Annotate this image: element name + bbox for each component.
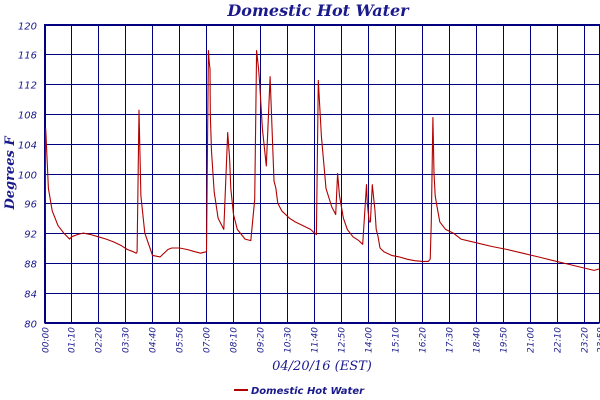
y-axis-label: Degrees F [3,136,18,211]
y-tick-label: 96 [24,200,37,211]
x-tick-label: 05:50 [176,327,186,353]
plot-frame [44,24,600,323]
y-tick-label: 84 [24,290,37,301]
y-tick-label: 104 [18,141,37,152]
x-tick-label: 01:10 [68,327,78,353]
x-tick-label: 17:30 [446,327,456,353]
series-layer [43,50,600,271]
x-tick-label: 08:10 [230,327,240,353]
x-tick-label: 21:00 [527,327,537,353]
y-tick-label: 120 [18,22,37,33]
x-tick-label: 10:30 [284,327,294,353]
y-tick-label: 116 [18,51,37,62]
y-tick-labels: 80 84 88 92 96 100 104 108 112 116 120 [18,22,37,331]
x-tick-label: 18:40 [473,327,483,353]
x-tick-label: 00:00 [42,327,52,353]
grid [44,24,600,324]
x-tick-label: 11:40 [311,327,321,353]
x-tick-label: 14:00 [365,327,375,353]
legend: Domestic Hot Water [234,386,365,397]
y-tick-label: 100 [18,171,37,182]
x-tick-label: 07:00 [203,327,213,353]
x-tick-label: 12:50 [338,327,348,353]
y-tick-label: 92 [24,230,37,241]
x-tick-label: 02:20 [95,327,105,353]
x-tick-label: 03:30 [122,327,132,353]
x-tick-label: 23:20 [581,327,591,353]
y-tick-label: 80 [24,320,37,331]
x-tick-label: 09:20 [257,327,267,353]
x-tick-label: 23:59 [597,327,600,353]
x-tick-label: 15:10 [392,327,402,353]
x-tick-label: 19:50 [500,327,510,353]
x-tick-label: 16:20 [419,327,429,353]
chart-title: Domestic Hot Water [226,1,410,20]
legend-label: Domestic Hot Water [251,386,365,397]
y-tick-label: 108 [18,111,37,122]
x-tick-label: 04:40 [149,327,159,353]
x-tick-label: 22:10 [554,327,564,353]
y-tick-label: 112 [18,81,37,92]
series-line [43,50,600,271]
y-tick-label: 88 [24,260,37,271]
x-axis-label: 04/20/16 (EST) [272,359,372,374]
x-tick-labels: 00:00 01:10 02:20 03:30 04:40 05:50 07:00 08:10… [42,327,600,353]
